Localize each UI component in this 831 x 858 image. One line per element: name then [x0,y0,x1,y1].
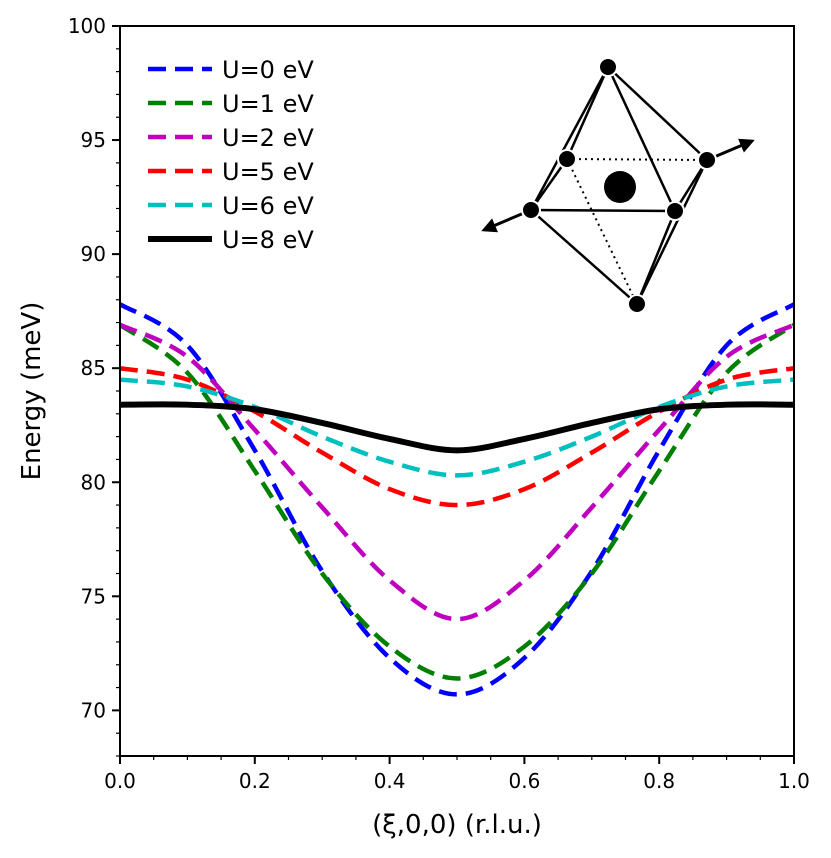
y-tick-label: 80 [81,470,106,494]
series-line-1 [120,322,794,681]
series-line-0 [120,302,794,697]
series-line-2 [120,322,794,622]
y-tick-label: 100 [68,14,106,38]
y-tick-label: 75 [81,584,106,608]
y-axis-label: Energy (meV) [17,302,47,481]
octahedron-inset [481,57,755,314]
x-tick-label: 0.2 [239,769,271,793]
x-tick-label: 0.8 [643,769,675,793]
x-tick-label: 0.6 [508,769,540,793]
ligand-atom [697,150,717,170]
plot-background [120,26,794,756]
ligand-atom [598,57,618,77]
legend-label-4: U=6 eV [222,192,314,220]
ligand-atom [557,149,577,169]
plot-frame [119,25,795,757]
series-line-4 [120,377,794,478]
legend-label-5: U=8 eV [222,226,314,254]
series-line-5 [120,401,794,454]
legend-label-1: U=1 eV [222,90,314,118]
legend: U=0 eV U=1 eV U=2 eV U=5 eV U=6 eV U=8 eV [148,56,314,254]
y-tick-label: 85 [81,356,106,380]
central-atom [604,171,636,203]
ligand-atom [665,201,685,221]
legend-label-3: U=5 eV [222,158,314,186]
legend-label-2: U=2 eV [222,124,314,152]
ligand-atom [521,200,541,220]
series-lines [120,302,794,697]
y-tick-label: 90 [81,242,106,266]
legend-label-0: U=0 eV [222,56,314,84]
axis-ticks: 0.0 0.2 0.4 0.6 0.8 1.0 70 75 80 85 90 95 100 [68,14,810,793]
x-axis-label: (ξ,0,0) (r.l.u.) [372,810,542,840]
ligand-atom [627,294,647,314]
y-tick-label: 70 [81,698,106,722]
x-tick-label: 1.0 [778,769,810,793]
y-tick-label: 95 [81,128,106,152]
x-tick-label: 0.4 [374,769,406,793]
x-tick-label: 0.0 [104,769,136,793]
